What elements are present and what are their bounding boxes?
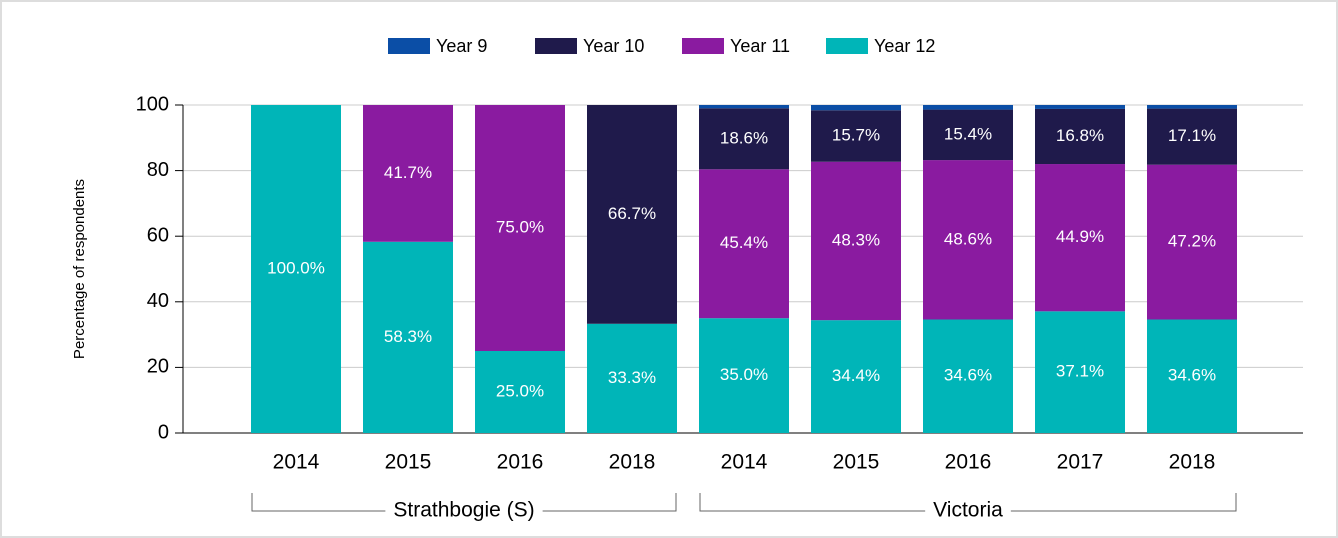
- data-label: 34.6%: [944, 366, 992, 385]
- legend-swatch: [826, 38, 868, 54]
- data-label: 41.7%: [384, 163, 432, 182]
- x-tick-label: 2017: [1057, 451, 1104, 474]
- legend-label: Year 9: [436, 36, 487, 56]
- x-tick-label: 2018: [609, 451, 656, 474]
- data-label: 15.4%: [944, 124, 992, 143]
- legend-label: Year 11: [730, 36, 790, 56]
- data-label: 35.0%: [720, 365, 768, 384]
- bar-segment: [1147, 319, 1237, 433]
- bar-segment: [475, 351, 565, 433]
- x-tick-label: 2018: [1169, 451, 1216, 474]
- bar-segment: [1035, 108, 1125, 165]
- x-tick-label: 2016: [945, 451, 992, 474]
- x-tick-label: 2016: [497, 451, 544, 474]
- bar-segment: [587, 105, 677, 324]
- data-label: 47.2%: [1168, 232, 1216, 251]
- legend-label: Year 10: [583, 36, 644, 56]
- x-tick-label: 2015: [833, 451, 880, 474]
- bar-segment: [923, 160, 1013, 320]
- bar-segment: [1035, 311, 1125, 433]
- legend-swatch: [682, 38, 724, 54]
- y-tick-label: 20: [147, 356, 169, 378]
- legend-swatch: [535, 38, 577, 54]
- bar-segment: [811, 105, 901, 111]
- bar-segment: [1035, 105, 1125, 109]
- bar-segment: [923, 105, 1013, 110]
- data-label: 58.3%: [384, 327, 432, 346]
- data-label: 44.9%: [1056, 227, 1104, 246]
- data-label: 34.6%: [1168, 366, 1216, 385]
- bar-segment: [923, 109, 1013, 161]
- data-label: 37.1%: [1056, 362, 1104, 381]
- x-tick-label: 2014: [273, 451, 320, 474]
- legend-swatch: [388, 38, 430, 54]
- data-label: 48.6%: [944, 229, 992, 248]
- y-axis-label: Percentage of respondents: [71, 179, 88, 359]
- legend-label: Year 12: [874, 36, 935, 56]
- data-label: 25.0%: [496, 381, 544, 400]
- group-bracket: [699, 493, 1237, 512]
- bar-segment: [1147, 108, 1237, 165]
- data-label: 15.7%: [832, 125, 880, 144]
- bar-segment: [363, 241, 453, 433]
- y-tick-label: 40: [147, 290, 169, 312]
- data-label: 75.0%: [496, 217, 544, 236]
- bar-segment: [587, 323, 677, 433]
- bar-segment: [923, 319, 1013, 433]
- bar-segment: [811, 320, 901, 433]
- bar-segment: [251, 105, 341, 433]
- group-label: Victoria: [933, 499, 1003, 522]
- bar-segment: [699, 108, 789, 170]
- bar-segment: [811, 110, 901, 162]
- data-label: 66.7%: [608, 204, 656, 223]
- data-label: 33.3%: [608, 368, 656, 387]
- bar-segment: [1035, 164, 1125, 312]
- y-tick-label: 60: [147, 224, 169, 246]
- group-label: Strathbogie (S): [393, 499, 534, 522]
- bar-segment: [475, 105, 565, 351]
- bar-segment: [699, 318, 789, 433]
- data-label: 34.4%: [832, 366, 880, 385]
- y-tick-label: 80: [147, 159, 169, 181]
- data-label: 16.8%: [1056, 126, 1104, 145]
- y-tick-label: 100: [136, 93, 169, 115]
- bar-segment: [1147, 164, 1237, 320]
- data-label: 18.6%: [720, 128, 768, 147]
- x-tick-label: 2014: [721, 451, 768, 474]
- data-label: 45.4%: [720, 233, 768, 252]
- data-label: 48.3%: [832, 230, 880, 249]
- bar-segment: [363, 105, 453, 242]
- group-bracket: [251, 493, 677, 512]
- bar-segment: [811, 161, 901, 321]
- bar-segment: [699, 169, 789, 319]
- data-label: 17.1%: [1168, 126, 1216, 145]
- data-label: 100.0%: [267, 258, 325, 277]
- y-tick-label: 0: [158, 421, 169, 443]
- x-tick-label: 2015: [385, 451, 432, 474]
- bar-segment: [1147, 105, 1237, 109]
- bar-segment: [699, 105, 789, 109]
